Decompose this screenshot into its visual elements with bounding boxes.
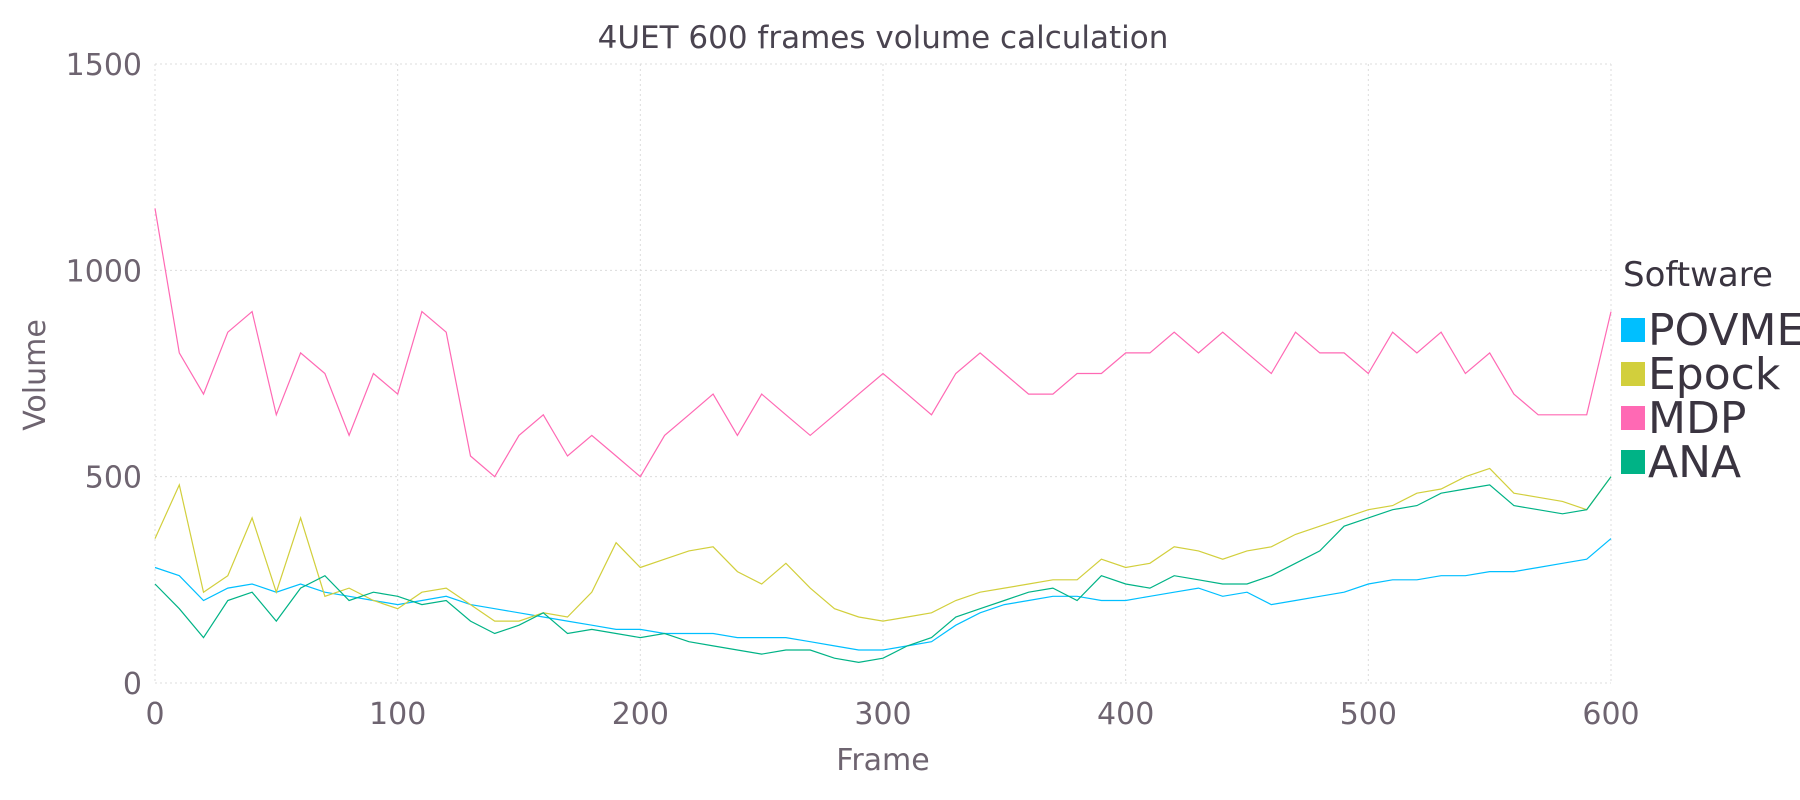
y-axis-ticks: 0 500 1000 1500 (66, 48, 142, 702)
legend-label-epock: Epock (1648, 349, 1781, 400)
x-tick-label: 200 (612, 697, 669, 732)
y-tick-label: 1500 (66, 48, 142, 83)
grid (154, 63, 1612, 684)
x-tick-label: 0 (145, 697, 164, 732)
legend-swatch-ana (1621, 450, 1645, 474)
y-tick-label: 0 (123, 667, 142, 702)
legend-label-povme: POVME (1648, 305, 1800, 356)
legend-swatch-epock (1621, 362, 1645, 386)
y-tick-label: 500 (85, 461, 142, 496)
y-axis-label: Volume (18, 319, 53, 431)
x-tick-label: 100 (369, 697, 426, 732)
chart-title: 4UET 600 frames volume calculation (598, 20, 1169, 56)
x-tick-label: 300 (854, 697, 911, 732)
legend-swatch-povme (1621, 318, 1645, 342)
series-line-mdp (154, 208, 1612, 478)
legend-title: Software (1623, 255, 1773, 295)
legend-label-mdp: MDP (1648, 393, 1746, 444)
series-line-povme (154, 538, 1612, 651)
x-tick-label: 600 (1582, 697, 1639, 732)
x-tick-label: 500 (1340, 697, 1397, 732)
series-line-epock (154, 467, 1612, 622)
legend-swatch-mdp (1621, 406, 1645, 430)
x-axis-label: Frame (836, 743, 929, 778)
series-line-ana (154, 476, 1612, 664)
x-axis-ticks: 0 100 200 300 400 500 600 (145, 697, 1639, 732)
series-lines (154, 208, 1612, 664)
y-tick-label: 1000 (66, 254, 142, 289)
x-tick-label: 400 (1097, 697, 1154, 732)
legend-label-ana: ANA (1648, 437, 1741, 488)
